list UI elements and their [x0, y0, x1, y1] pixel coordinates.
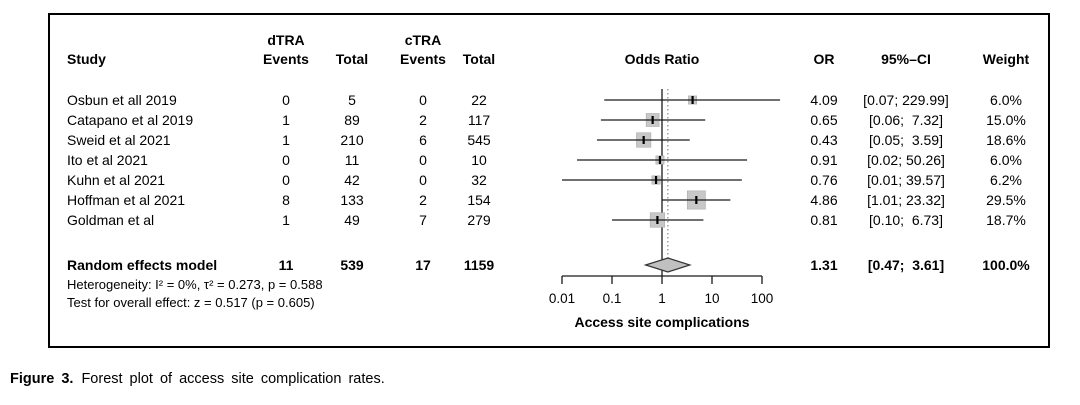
dtra-total-value: 49 — [344, 212, 360, 228]
forest-plot-figure: dTRA cTRA Study Events Total Events Tota… — [48, 13, 1050, 348]
odds-ratio-plot-header: Odds Ratio — [624, 51, 700, 67]
dtra-events-value: 0 — [282, 152, 290, 168]
ctra-group-header: cTRA — [404, 32, 442, 48]
weight-value: 6.0% — [990, 92, 1022, 108]
ctra-total-value: 279 — [467, 212, 491, 228]
ctra-events-value: 6 — [419, 132, 427, 148]
summary-dtra-total: 539 — [340, 257, 364, 273]
ci-value: [0.05; 3.59] — [869, 132, 943, 148]
ci-value: [0.07; 229.99] — [863, 92, 949, 108]
study-name: Sweid et al 2021 — [67, 132, 171, 148]
point-estimate-tick — [642, 136, 645, 144]
ctra-events-value: 2 — [419, 192, 427, 208]
study-name: Ito et al 2021 — [67, 152, 148, 168]
weight-value: 18.7% — [986, 212, 1026, 228]
ci-column-header: 95%–CI — [881, 51, 931, 67]
point-estimate-tick — [658, 156, 662, 164]
x-axis-tick-label: 1 — [658, 291, 666, 306]
summary-ci-value: [0.47; 3.61] — [867, 257, 945, 273]
figure-caption-text: Forest plot of access site complication … — [81, 371, 385, 387]
study-name: Goldman et al — [67, 212, 155, 228]
dtra-events-value: 1 — [282, 212, 290, 228]
point-estimate-tick — [654, 176, 658, 184]
heterogeneity-note: Heterogeneity: I² = 0%, τ² = 0.273, p = … — [67, 277, 323, 292]
dtra-events-value: 8 — [282, 192, 290, 208]
x-axis-tick-label: 100 — [751, 291, 774, 306]
or-value: 4.86 — [810, 192, 838, 208]
ctra-events-value: 0 — [419, 92, 427, 108]
dtra-total-value: 133 — [340, 192, 364, 208]
study-name: Kuhn et al 2021 — [67, 172, 166, 188]
or-value: 0.81 — [810, 212, 838, 228]
or-value: 0.43 — [810, 132, 838, 148]
figure-caption-label: Figure 3. — [10, 371, 74, 387]
or-column-header: OR — [813, 51, 835, 67]
dtra-events-value: 1 — [282, 132, 290, 148]
x-axis-title: Access site complications — [574, 314, 749, 330]
or-value: 4.09 — [810, 92, 838, 108]
or-value: 0.91 — [810, 152, 838, 168]
ci-value: [0.06; 7.32] — [869, 112, 943, 128]
weight-value: 6.0% — [990, 152, 1022, 168]
study-column-header: Study — [67, 51, 106, 67]
study-name: Hoffman et al 2021 — [67, 192, 186, 208]
summary-dtra-events: 11 — [278, 257, 294, 273]
weight-value: 18.6% — [986, 132, 1026, 148]
study-name: Osbun et all 2019 — [67, 92, 177, 108]
weight-value: 6.2% — [990, 172, 1022, 188]
ctra-events-value: 7 — [419, 212, 427, 228]
ctra-events-value: 2 — [419, 112, 427, 128]
dtra-total-value: 5 — [348, 92, 356, 108]
dtra-total-value: 210 — [340, 132, 364, 148]
weight-column-header: Weight — [982, 51, 1030, 67]
point-estimate-tick — [695, 196, 698, 204]
figure-caption: Figure 3. Forest plot of access site comp… — [10, 371, 385, 387]
point-estimate-tick — [691, 96, 694, 104]
point-estimate-tick — [656, 216, 659, 224]
weight-value: 29.5% — [986, 192, 1026, 208]
dtra-events-value: 0 — [282, 92, 290, 108]
dtra-group-header: dTRA — [267, 32, 305, 48]
ci-value: [0.02; 50.26] — [867, 152, 945, 168]
dtra-total-value: 89 — [344, 112, 360, 128]
summary-ctra-total: 1159 — [463, 257, 495, 273]
summary-weight-value: 100.0% — [982, 257, 1030, 273]
study-name: Catapano et al 2019 — [67, 112, 194, 128]
summary-ctra-events: 17 — [415, 257, 431, 273]
dtra-events-value: 0 — [282, 172, 290, 188]
ctra-total-value: 154 — [467, 192, 491, 208]
overall-effect-note: Test for overall effect: z = 0.517 (p = … — [67, 295, 315, 310]
ci-value: [0.10; 6.73] — [869, 212, 943, 228]
ci-value: [0.01; 39.57] — [867, 172, 945, 188]
dtra-total-column-header: Total — [335, 51, 369, 67]
ctra-events-value: 0 — [419, 152, 427, 168]
ctra-total-column-header: Total — [462, 51, 496, 67]
ci-value: [1.01; 23.32] — [867, 192, 945, 208]
weight-value: 15.0% — [986, 112, 1026, 128]
summary-diamond — [643, 257, 692, 273]
x-axis-tick-label: 0.01 — [549, 291, 575, 306]
ctra-total-value: 117 — [467, 112, 491, 128]
dtra-events-column-header: Events — [263, 51, 309, 67]
ctra-total-value: 10 — [471, 152, 487, 168]
ctra-total-value: 22 — [471, 92, 487, 108]
summary-label: Random effects model — [67, 257, 218, 273]
ctra-total-value: 32 — [471, 172, 487, 188]
x-axis-tick-label: 0.1 — [603, 291, 622, 306]
x-axis-tick-label: 10 — [704, 291, 719, 306]
ctra-events-column-header: Events — [400, 51, 446, 67]
or-value: 0.76 — [810, 172, 838, 188]
dtra-events-value: 1 — [282, 112, 290, 128]
dtra-total-value: 42 — [344, 172, 360, 188]
point-estimate-tick — [651, 116, 654, 124]
summary-or-value: 1.31 — [810, 257, 838, 273]
ctra-total-value: 545 — [467, 132, 491, 148]
or-value: 0.65 — [810, 112, 838, 128]
ctra-events-value: 0 — [419, 172, 427, 188]
dtra-total-value: 11 — [344, 152, 360, 168]
